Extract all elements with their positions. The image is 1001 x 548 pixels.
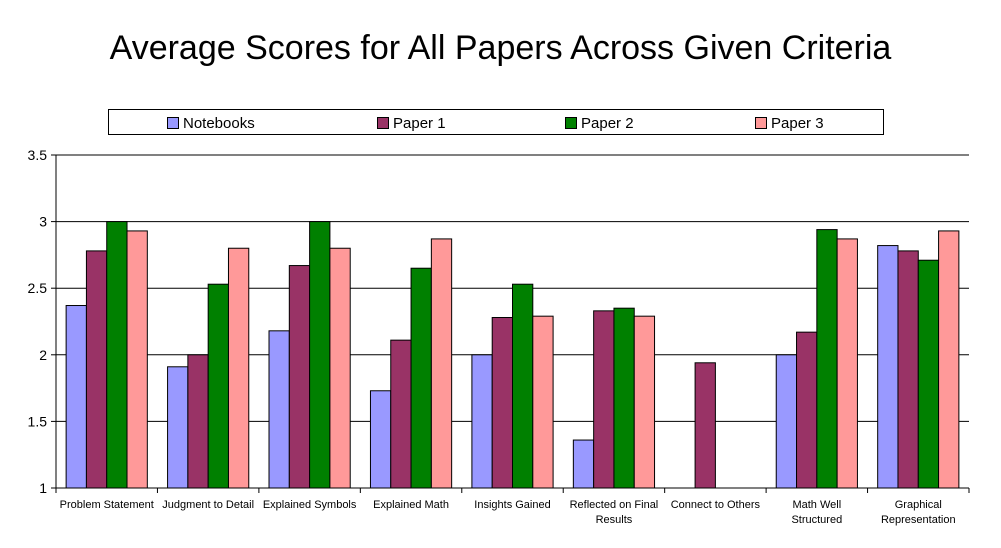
x-tick-label: Math Well Structured	[791, 499, 842, 526]
y-tick-label: 2.5	[28, 280, 48, 296]
y-tick-label: 3	[39, 214, 47, 230]
legend-item: Paper 1	[377, 114, 446, 132]
chart-title: Average Scores for All Papers Across Giv…	[109, 29, 892, 67]
x-tick-label: Graphical Representation	[881, 499, 956, 526]
legend: Notebooks Paper 1 Paper 2 Paper 3	[108, 109, 884, 135]
x-tick-label: Problem Statement	[60, 499, 154, 511]
bar-notebooks	[877, 245, 899, 489]
legend-swatch	[377, 117, 389, 129]
bar-paper-3	[126, 230, 148, 489]
bar-paper-3	[633, 315, 656, 489]
y-tick-label: 2	[39, 347, 47, 363]
bar-paper-1	[187, 354, 209, 489]
bar-paper-2	[410, 267, 432, 489]
bar-notebooks	[471, 354, 493, 489]
bar-notebooks	[369, 390, 392, 489]
legend-label: Notebooks	[183, 114, 255, 132]
x-tick-label: Reflected on Final Results	[570, 499, 659, 526]
bar-paper-3	[227, 247, 250, 489]
bar-notebooks	[775, 354, 798, 489]
legend-item: Notebooks	[167, 114, 255, 132]
bar-paper-3	[329, 247, 351, 489]
bar-paper-1	[593, 310, 615, 489]
bar-paper-1	[897, 250, 919, 489]
legend-item: Paper 2	[565, 114, 634, 132]
bar-paper-1	[491, 317, 514, 489]
bar-notebooks	[572, 439, 595, 489]
bar-notebooks	[65, 305, 87, 489]
bar-paper-1	[796, 331, 818, 489]
bar-paper-2	[106, 221, 128, 489]
x-tick-label: Judgment to Detail	[162, 499, 254, 511]
legend-label: Paper 3	[771, 114, 824, 132]
bar-paper-2	[207, 283, 229, 489]
bar-paper-2	[816, 229, 838, 489]
legend-label: Paper 1	[393, 114, 446, 132]
bar-notebooks	[167, 366, 189, 489]
bar-paper-3	[430, 238, 453, 489]
bar-paper-1	[85, 250, 108, 489]
y-tick-label: 1.5	[28, 413, 48, 429]
legend-swatch	[565, 117, 577, 129]
y-tick-label: 1	[39, 480, 47, 496]
bar-paper-2	[917, 259, 940, 489]
bar-paper-2	[309, 221, 331, 489]
bar-paper-2	[613, 307, 635, 489]
bar-paper-3	[836, 238, 858, 489]
bar-notebooks	[268, 330, 290, 489]
bar-paper-3	[938, 230, 960, 489]
bar-paper-1	[288, 265, 311, 489]
x-tick-label: Connect to Others	[671, 499, 761, 511]
bar-paper-1	[390, 339, 412, 489]
x-tick-label: Insights Gained	[474, 499, 550, 511]
bar-paper-1	[694, 362, 716, 489]
legend-label: Paper 2	[581, 114, 634, 132]
legend-swatch	[755, 117, 767, 129]
bar-paper-3	[532, 315, 554, 489]
legend-swatch	[167, 117, 179, 129]
y-tick-label: 3.5	[28, 147, 48, 163]
x-tick-label: Explained Math	[373, 499, 449, 511]
x-tick-label: Explained Symbols	[263, 499, 357, 511]
bar-paper-2	[512, 283, 534, 489]
legend-item: Paper 3	[755, 114, 824, 132]
